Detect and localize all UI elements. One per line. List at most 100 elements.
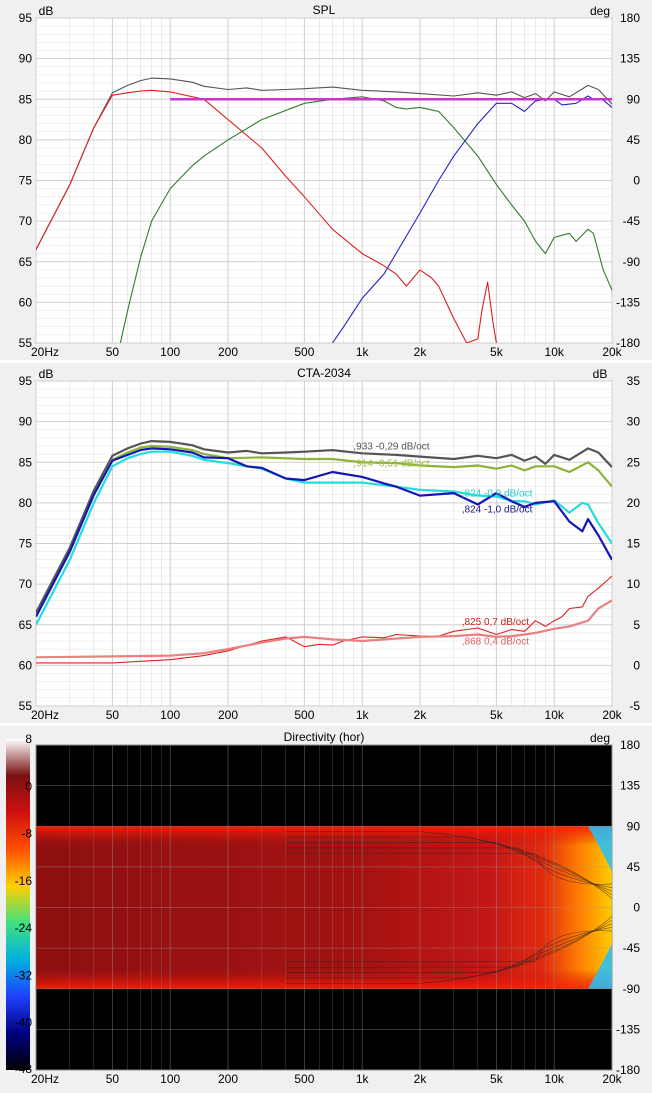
x-tick-label: 10k [545, 708, 565, 722]
cta-2034-chart: 20Hz 50 100 200 500 1k 2k 5k 10k 20k5560657075808… [19, 366, 641, 722]
annotation-label: ,824 -1,0 dB/oct [462, 505, 533, 516]
y-tick-label: 0 [633, 901, 640, 915]
series-line [36, 89, 497, 343]
y-tick-label: 85 [19, 455, 33, 469]
colorbar-tick-label: -8 [21, 827, 32, 841]
x-tick-label: 2k [414, 1072, 428, 1086]
annotation-label: ,825 0,7 dB/oct [462, 617, 529, 628]
colorbar-tick-label: -40 [15, 1016, 33, 1030]
y-tick-label: 90 [627, 819, 641, 833]
y-tick-label: 180 [620, 738, 640, 752]
y-tick-label: 65 [19, 255, 33, 269]
series-line [36, 440, 612, 614]
contour-line [285, 930, 613, 963]
chart-title: CTA-2034 [297, 366, 351, 380]
colorbar-tick-label: 8 [25, 732, 32, 746]
x-tick-label: 200 [218, 708, 238, 722]
y-tick-label: 85 [19, 92, 33, 106]
x-tick-label: 500 [294, 708, 314, 722]
x-tick-label: 200 [218, 345, 238, 359]
x-tick-label: 2k [414, 708, 428, 722]
series-line [36, 77, 612, 250]
right-axis-unit: dB [593, 367, 608, 381]
y2-tick-label: 30 [627, 415, 641, 429]
colorbar-tick-label: -32 [15, 968, 33, 982]
heatmap-beaming-bottom [588, 943, 612, 989]
x-tick-label: 1k [356, 1072, 370, 1086]
x-tick-label: 20k [602, 1072, 622, 1086]
x-tick-label: 100 [160, 708, 180, 722]
series-line [36, 444, 612, 618]
x-tick-label: 1k [356, 708, 370, 722]
series-line [36, 450, 612, 626]
y2-tick-label: -135 [616, 295, 640, 309]
y-tick-label: 90 [19, 415, 33, 429]
y2-tick-label: 35 [627, 374, 641, 388]
y-tick-label: 75 [19, 174, 33, 188]
y2-tick-label: 45 [627, 133, 641, 147]
spl-chart: 20Hz 50 100 200 500 1k 2k 5k 10k 20k 55 60 65 70 75 80 8… [19, 3, 641, 359]
x-tick-label: 5k [490, 1072, 504, 1086]
colorbar [6, 739, 30, 1070]
spl-chart-panel: 20Hz 50 100 200 500 1k 2k 5k 10k 20k 55 60 65 70 75 80 8… [0, 0, 652, 360]
x-tick-label: 20Hz [31, 345, 59, 359]
chart-title: SPL [313, 3, 336, 17]
x-tick-label: 20Hz [31, 708, 59, 722]
contour-lines [285, 831, 613, 984]
heatmap-beaming-top [588, 826, 612, 872]
right-axis-unit: deg [590, 731, 610, 745]
left-axis-unit: dB [39, 4, 54, 18]
y-tick-label: 90 [19, 52, 33, 66]
chart-title: Directivity (hor) [284, 730, 365, 744]
x-tick-label: 2k [414, 345, 428, 359]
x-tick-label: 500 [294, 345, 314, 359]
y-tick-label: -90 [623, 982, 641, 996]
series-line [36, 447, 612, 618]
x-tick-label: 200 [218, 1072, 238, 1086]
y2-tick-label: -180 [616, 336, 640, 350]
directivity-chart: 20Hz 50 100 200 500 1k 2k 5k 10k 20k-180 -135 -90 -4… [6, 730, 641, 1086]
y-tick-label: 80 [19, 133, 33, 147]
x-tick-label: 5k [490, 708, 504, 722]
y-tick-label: 55 [19, 336, 33, 350]
x-tick-label: 50 [106, 708, 120, 722]
y2-tick-label: 20 [627, 496, 641, 510]
grid [35, 744, 613, 1071]
directivity-chart-panel: 20Hz 50 100 200 500 1k 2k 5k 10k 20k -180 -135 -90 -4… [0, 727, 652, 1088]
y-tick-label: -135 [616, 1022, 640, 1036]
y-tick-label: -180 [616, 1063, 640, 1077]
colorbar-tick-label: -48 [15, 1062, 33, 1076]
x-tick-label: 20Hz [31, 1072, 59, 1086]
x-tick-label: 20k [602, 708, 622, 722]
y-tick-label: 135 [620, 779, 640, 793]
annotation-label: ,868 0,4 dB/oct [462, 636, 529, 647]
y-tick-label: 60 [19, 295, 33, 309]
y-tick-label: -45 [623, 941, 641, 955]
panel-divider [0, 360, 652, 363]
y-tick-label: 65 [19, 618, 33, 632]
y2-tick-label: -90 [623, 255, 641, 269]
y2-tick-label: 15 [627, 537, 641, 551]
x-tick-label: 100 [160, 345, 180, 359]
series-group [36, 77, 612, 343]
x-tick-label: 500 [294, 1072, 314, 1086]
x-tick-label: 50 [106, 345, 120, 359]
series-line [36, 599, 612, 659]
y-tick-label: 95 [19, 374, 33, 388]
y2-tick-label: 25 [627, 455, 641, 469]
annotation-label: ,914 -0,51 dB/oct [353, 458, 429, 469]
right-axis-unit: deg [590, 4, 610, 18]
panel-divider [0, 723, 652, 726]
y-tick-label: 60 [19, 658, 33, 672]
annotation-label: ,933 -0,29 dB/oct [353, 441, 429, 452]
grid [35, 17, 613, 344]
y2-tick-label: 0 [633, 658, 640, 672]
x-tick-label: 100 [160, 1072, 180, 1086]
y2-tick-label: 0 [633, 174, 640, 188]
colorbar-tick-label: -16 [15, 874, 33, 888]
y-tick-label: 70 [19, 577, 33, 591]
cta-2034-chart-panel: 20Hz 50 100 200 500 1k 2k 5k 10k 20k 55 60 65 70 75 80 8… [0, 363, 652, 723]
y2-tick-label: 10 [627, 577, 641, 591]
y-tick-label: 80 [19, 496, 33, 510]
y-tick-label: 70 [19, 214, 33, 228]
